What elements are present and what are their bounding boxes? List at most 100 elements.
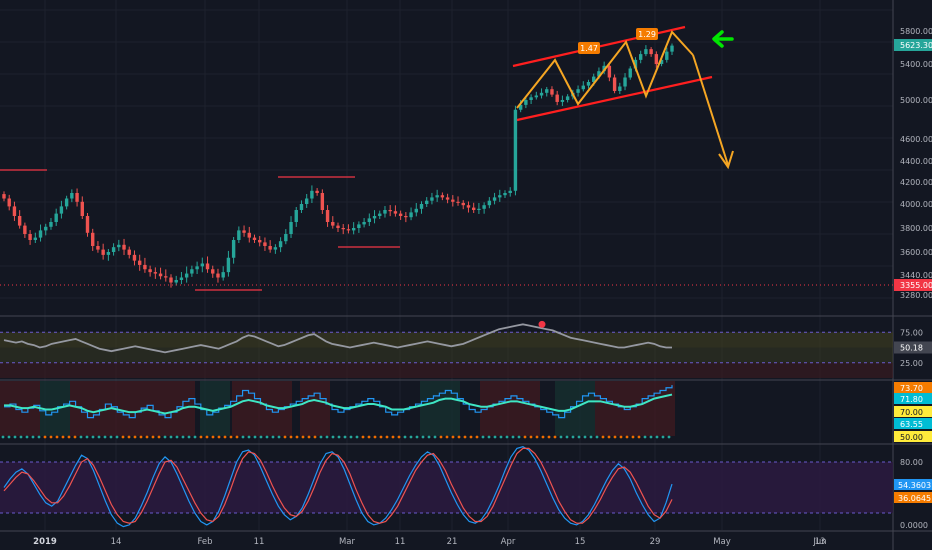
candle-down <box>85 216 90 233</box>
osc2-signal-dot <box>355 435 359 439</box>
candle-down <box>101 249 105 255</box>
candle-up <box>518 104 523 110</box>
osc1-lower-band <box>0 362 893 378</box>
candle-up <box>513 109 518 191</box>
candle-up <box>70 193 74 199</box>
candle-down <box>341 228 345 230</box>
candle-down <box>268 246 272 250</box>
candle-up <box>628 68 632 78</box>
candle-up <box>560 100 565 102</box>
price-tag-label: 5623.30 <box>900 41 932 50</box>
osc2-bg-block <box>70 381 100 436</box>
candle-down <box>320 193 325 210</box>
price-tag-box <box>894 279 932 291</box>
osc2-bg-block <box>595 381 675 436</box>
candle-up <box>357 224 361 228</box>
price-axis-tick-label: 5000.00 <box>900 96 932 105</box>
osc2-signal-dot <box>253 435 257 439</box>
osc2-tag-box <box>894 431 932 442</box>
osc2-signal-dot <box>61 435 65 439</box>
osc2-signal-dot <box>373 435 377 439</box>
candle-down <box>23 225 27 234</box>
osc3-k-line <box>3 446 673 528</box>
candle-up <box>44 226 48 231</box>
date-axis-label: 15 <box>575 537 586 547</box>
osc3-band <box>0 462 893 513</box>
candle-up <box>299 204 304 210</box>
candle-up <box>638 54 643 60</box>
candle-up <box>226 257 231 273</box>
candle-up <box>294 210 298 222</box>
candle-down <box>331 222 335 226</box>
candle-down <box>12 206 17 216</box>
osc2-signal-dot <box>631 435 635 439</box>
price-axis-tick-label: 3800.00 <box>900 224 932 233</box>
candle-up <box>304 198 309 204</box>
candle-up <box>644 49 648 55</box>
date-axis-label: 13 <box>815 537 826 547</box>
osc2-signal-dot <box>583 435 587 439</box>
osc2-signal-dot <box>421 435 425 439</box>
candle-up <box>383 210 387 214</box>
osc2-signal-dot <box>217 435 221 439</box>
candle-down <box>164 276 168 278</box>
candle-down <box>80 201 84 216</box>
osc1-tag-box <box>894 341 932 354</box>
candle-up <box>430 197 434 201</box>
ratio-label-box <box>636 28 658 40</box>
osc2-signal-dot <box>577 435 581 439</box>
candle-down <box>451 199 455 202</box>
projection-line <box>692 54 729 166</box>
osc2-signal-dot <box>139 435 143 439</box>
osc2-tag-box <box>894 393 932 404</box>
candle-up <box>59 206 64 214</box>
candle-down <box>75 193 79 202</box>
osc2-tag-box <box>894 418 932 429</box>
candle-up <box>184 273 189 278</box>
osc2-signal-dot <box>385 435 389 439</box>
osc3-current-label: 54.3603 <box>898 481 931 490</box>
osc2-bg-block <box>300 381 330 436</box>
candle-up <box>586 82 591 86</box>
osc2-signal-dot <box>229 435 233 439</box>
candle-down <box>550 89 554 95</box>
osc2-signal-dot <box>625 435 629 439</box>
osc2-signal-dot <box>397 435 401 439</box>
candle-down <box>445 197 450 200</box>
osc2-signal-dot <box>565 435 569 439</box>
osc2-signal-dot <box>187 435 191 439</box>
osc2-signal-dot <box>295 435 299 439</box>
osc2-signal-dot <box>211 435 215 439</box>
date-axis-label: 21 <box>447 537 458 547</box>
candle-down <box>137 260 142 265</box>
candle-up <box>200 263 205 267</box>
osc2-signal-dot <box>379 435 383 439</box>
price-axis-tick-label: 3600.00 <box>900 248 932 257</box>
osc2-bg-block <box>480 381 540 436</box>
osc2-signal-dot <box>391 435 395 439</box>
candle-down <box>649 49 653 55</box>
osc2-signal-dot <box>469 435 473 439</box>
osc2-signal-dot <box>43 435 47 439</box>
osc2-axis-label: 73.70 <box>900 384 923 393</box>
candle-up <box>592 76 596 82</box>
candle-up <box>565 96 570 100</box>
candle-up <box>539 92 544 96</box>
candle-down <box>169 277 173 283</box>
osc2-signal-dot <box>313 435 317 439</box>
osc2-signal-dot <box>181 435 185 439</box>
candle-down <box>122 244 126 250</box>
osc2-signal-dot <box>493 435 497 439</box>
osc2-signal-dot <box>535 435 539 439</box>
osc2-signal-dot <box>199 435 203 439</box>
osc2-signal-dot <box>103 435 107 439</box>
price-axis-tick-label: 5800.00 <box>900 27 932 36</box>
date-axis-label: Mar <box>339 537 356 547</box>
osc3-axis-label: 80.00 <box>900 458 923 467</box>
osc2-signal-dot <box>301 435 305 439</box>
candle-up <box>351 228 356 231</box>
candle-up <box>508 190 512 193</box>
osc2-signal-dot <box>643 435 647 439</box>
osc3-current-label: 36.0645 <box>898 494 931 503</box>
